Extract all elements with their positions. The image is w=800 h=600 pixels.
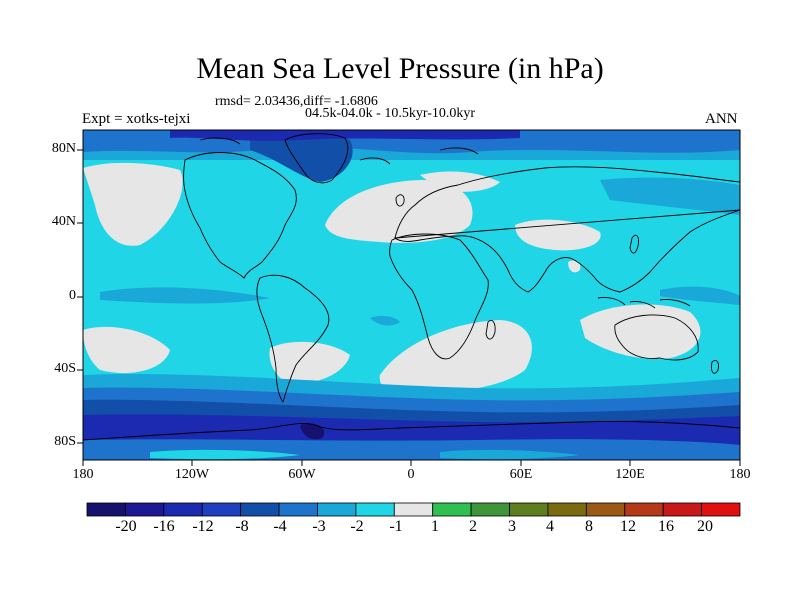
- experiment-label: Expt = xotks-tejxi: [82, 111, 191, 127]
- colorbar-label: -20: [115, 518, 137, 535]
- lon-label-180e: 180: [729, 467, 751, 482]
- coast-australia: [614, 314, 699, 361]
- colorbar-box: [86, 502, 126, 517]
- coast-british-isles: [395, 194, 405, 207]
- colorbar-label: 1: [431, 518, 439, 535]
- season-label: ANN: [705, 111, 738, 127]
- lat-label-80s: 80S: [54, 434, 76, 449]
- field-greenland-deep: [250, 132, 353, 182]
- field-sindian-grey: [379, 320, 532, 393]
- colorbar-box: [509, 502, 549, 517]
- lon-label-120e: 120E: [615, 467, 645, 482]
- field-natlantic-grey: [325, 180, 473, 243]
- lon-label-180w: 180: [72, 467, 94, 482]
- colorbar-box: [585, 502, 626, 517]
- field-siberia-sky: [600, 177, 740, 215]
- colorbar-label: -16: [153, 518, 175, 535]
- colorbar-box: [547, 502, 587, 517]
- field-ross-navy: [300, 423, 325, 440]
- lat-label-40n: 40N: [51, 214, 76, 229]
- field-asia-grey: [515, 219, 601, 251]
- coast-north-america: [183, 152, 297, 279]
- colorbar-box: [163, 502, 203, 517]
- coast-eurasia: [393, 166, 740, 293]
- field-pacific-sky-2: [660, 286, 740, 305]
- colorbar-box: [240, 502, 280, 517]
- colorbar: [86, 502, 741, 517]
- colorbar-label: -2: [350, 518, 364, 535]
- field-arctic-navy: [170, 130, 520, 141]
- field-asia-small-grey: [568, 260, 581, 273]
- colorbar-box: [470, 502, 510, 517]
- coast-madagascar: [485, 320, 496, 340]
- colorbar-label: 8: [585, 518, 593, 535]
- lat-label-0: 0: [69, 288, 76, 303]
- lon-label-60e: 60E: [509, 467, 533, 482]
- lon-label-60w: 60W: [288, 467, 316, 482]
- lat-label-80n: 80N: [51, 141, 76, 156]
- coast-indonesia: [597, 297, 691, 309]
- lon-label-120w: 120W: [174, 467, 210, 482]
- coast-arctic-islands: [199, 137, 479, 165]
- colorbar-box: [393, 502, 434, 517]
- field-atlantic-sky: [370, 315, 400, 326]
- stats-line: rmsd= 2.03436,diff= -1.6806: [215, 94, 378, 109]
- colorbar-label: -1: [389, 518, 403, 535]
- colorbar-box: [624, 502, 664, 517]
- field-pacific-sky: [100, 287, 270, 304]
- field-antarctic-cyan: [150, 449, 300, 460]
- colorbar-label: 16: [658, 518, 674, 535]
- colorbar-box: [355, 502, 395, 517]
- field-antarctic-cyan-2: [440, 449, 580, 460]
- coast-greenland: [284, 133, 349, 184]
- field-npacific-grey: [83, 162, 183, 246]
- colorbar-box: [432, 502, 472, 517]
- colorbar-label: 2: [469, 518, 477, 535]
- coast-japan: [629, 234, 639, 254]
- coast-new-zealand: [711, 359, 719, 374]
- colorbar-label: 4: [546, 518, 554, 535]
- field-siberia-grey: [420, 171, 500, 192]
- lat-label-40s: 40S: [54, 361, 76, 376]
- colorbar-label: -3: [312, 518, 326, 535]
- axis-ticks: [77, 149, 741, 466]
- colorbar-label: 20: [697, 518, 713, 535]
- coast-south-america: [256, 274, 330, 404]
- map-field: [83, 130, 740, 460]
- coastlines: [83, 133, 740, 441]
- field-australia-grey: [580, 304, 701, 359]
- lon-label-0: 0: [407, 467, 415, 482]
- colorbar-box: [701, 502, 741, 517]
- colorbar-box: [662, 502, 702, 517]
- colorbar-label: -4: [273, 518, 287, 535]
- colorbar-label: 3: [508, 518, 516, 535]
- map-title: Mean Sea Level Pressure (in hPa): [196, 52, 604, 85]
- colorbar-label: -8: [235, 518, 249, 535]
- colorbar-box: [201, 502, 242, 517]
- field-samerica-grey: [269, 341, 350, 384]
- colorbar-box: [125, 502, 165, 517]
- subtitle: 04.5k-04.0k - 10.5kyr-10.0kyr: [305, 106, 476, 121]
- colorbar-label: -12: [192, 518, 214, 535]
- colorbar-box: [317, 502, 357, 517]
- colorbar-box: [278, 502, 318, 517]
- colorbar-label: 12: [620, 518, 636, 535]
- field-spacific-grey: [83, 326, 170, 374]
- coast-africa: [389, 233, 489, 360]
- coast-antarctica: [83, 421, 740, 441]
